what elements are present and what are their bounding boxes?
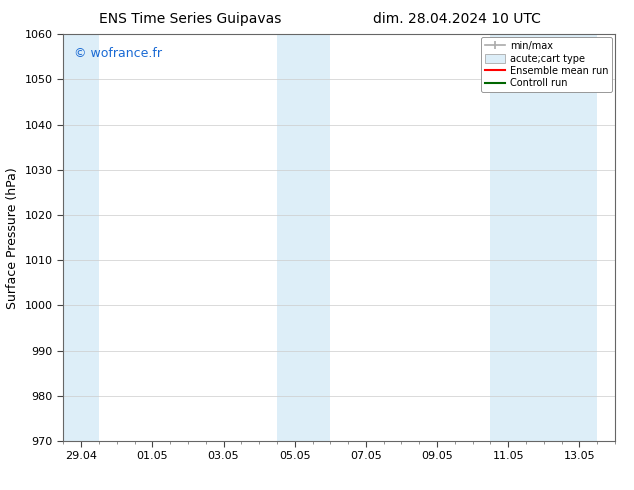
- Y-axis label: Surface Pressure (hPa): Surface Pressure (hPa): [6, 167, 19, 309]
- Bar: [63, 34, 99, 441]
- Bar: [491, 34, 597, 441]
- Text: ENS Time Series Guipavas: ENS Time Series Guipavas: [99, 12, 281, 26]
- Text: dim. 28.04.2024 10 UTC: dim. 28.04.2024 10 UTC: [373, 12, 540, 26]
- Text: © wofrance.fr: © wofrance.fr: [74, 47, 162, 59]
- Legend: min/max, acute;cart type, Ensemble mean run, Controll run: min/max, acute;cart type, Ensemble mean …: [481, 37, 612, 92]
- Bar: [277, 34, 330, 441]
